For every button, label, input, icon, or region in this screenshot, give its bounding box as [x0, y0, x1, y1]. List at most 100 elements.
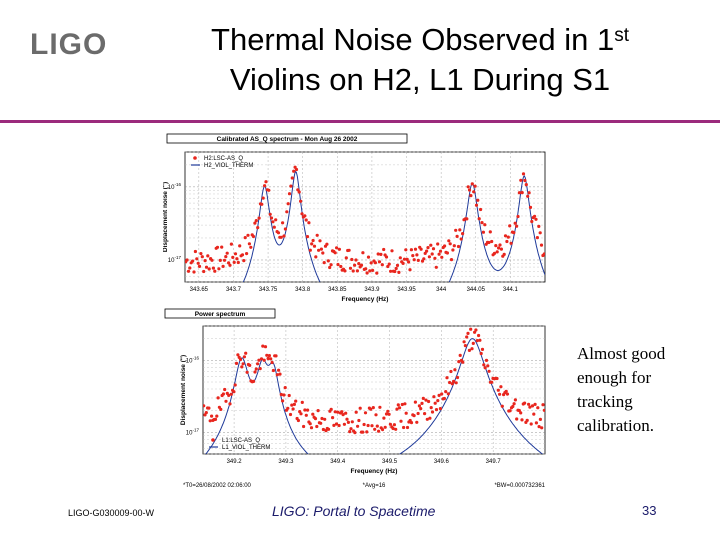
data-point: [297, 190, 301, 194]
data-point: [221, 264, 225, 268]
data-point: [206, 254, 210, 258]
data-point: [427, 255, 431, 259]
data-point: [382, 247, 386, 252]
title-line-1: Thermal Noise Observed in 1: [211, 22, 615, 57]
data-point: [279, 235, 283, 239]
data-point: [303, 214, 307, 218]
data-point: [523, 401, 527, 405]
data-point: [329, 407, 333, 411]
data-point: [374, 413, 378, 417]
data-point: [497, 246, 501, 250]
data-point: [344, 411, 348, 415]
data-point: [222, 258, 227, 262]
y-axis-label: Displacement noise ("): [163, 182, 169, 252]
data-point: [268, 212, 272, 216]
data-point: [299, 412, 303, 416]
data-point: [467, 188, 472, 192]
data-point: [353, 263, 357, 267]
chart-footnote: *BW=0.000732361: [494, 483, 545, 489]
data-point: [446, 392, 450, 396]
data-point: [203, 259, 207, 263]
data-point: [223, 387, 227, 392]
data-point: [329, 263, 333, 267]
side-note: Almost good enough for tracking calibrat…: [577, 344, 666, 435]
data-point: [202, 269, 206, 274]
data-point: [448, 242, 452, 246]
data-point: [233, 252, 238, 256]
data-point: [362, 422, 366, 427]
data-point: [363, 411, 368, 415]
data-series: [203, 327, 545, 435]
data-point: [300, 400, 304, 404]
data-point: [199, 252, 203, 256]
data-point: [438, 407, 442, 411]
x-axis-label: Frequency (Hz): [342, 296, 389, 303]
data-point: [420, 401, 424, 405]
data-point: [216, 396, 220, 400]
data-point: [321, 251, 325, 255]
chart-footnote: *Avg=16: [363, 483, 386, 489]
data-point: [541, 403, 545, 407]
data-point: [537, 224, 541, 228]
data-point: [215, 245, 220, 249]
data-point: [517, 408, 521, 413]
data-point: [354, 258, 358, 262]
data-point: [357, 262, 361, 266]
data-point: [245, 370, 249, 374]
data-point: [392, 423, 396, 427]
data-point: [471, 341, 475, 345]
data-point: [319, 247, 323, 251]
data-point: [508, 409, 512, 413]
data-point: [210, 258, 214, 262]
legend-entry: H2_VIOL_THERM: [204, 163, 253, 169]
x-tick-label: 343.65: [190, 287, 209, 293]
data-point: [283, 386, 287, 390]
data-point: [311, 238, 315, 243]
data-point: [422, 257, 426, 261]
data-point: [269, 357, 273, 361]
data-point: [281, 399, 285, 403]
x-tick-label: 349.3: [278, 459, 294, 465]
data-point: [459, 237, 463, 241]
data-point: [419, 247, 423, 251]
model-series-line: [205, 338, 544, 454]
data-point: [211, 266, 215, 270]
data-point: [445, 376, 449, 380]
data-point: [238, 244, 242, 248]
panel-title: Power spectrum: [195, 311, 246, 318]
legend-marker: [211, 438, 215, 442]
data-point: [453, 368, 457, 372]
x-axis-label: Frequency (Hz): [351, 468, 398, 475]
data-point: [454, 381, 458, 385]
panel-title-box: [166, 133, 408, 144]
data-point: [191, 259, 195, 263]
data-point: [339, 264, 343, 269]
data-point: [405, 425, 410, 430]
title-line-2: Violins on H2, L1 During S1: [229, 62, 611, 97]
data-point: [530, 219, 534, 224]
data-point: [502, 252, 506, 256]
data-series: [185, 165, 545, 275]
data-point: [403, 402, 407, 406]
data-point: [519, 178, 523, 182]
data-point: [253, 221, 257, 225]
data-point: [366, 423, 370, 428]
data-point: [490, 380, 494, 384]
data-point: [358, 406, 362, 410]
data-point: [366, 255, 371, 259]
data-point: [400, 402, 404, 407]
data-point: [228, 263, 232, 267]
data-point: [427, 399, 431, 404]
x-tick-label: 343.85: [328, 287, 347, 293]
data-point: [258, 367, 262, 371]
data-point: [442, 396, 446, 401]
x-tick-label: 349.6: [434, 459, 450, 465]
data-point: [267, 354, 271, 358]
data-point: [513, 221, 517, 225]
data-point: [336, 262, 340, 267]
data-point: [254, 367, 258, 371]
data-point: [494, 244, 498, 248]
data-point: [506, 235, 510, 239]
data-point: [436, 399, 440, 403]
data-point: [368, 269, 372, 273]
